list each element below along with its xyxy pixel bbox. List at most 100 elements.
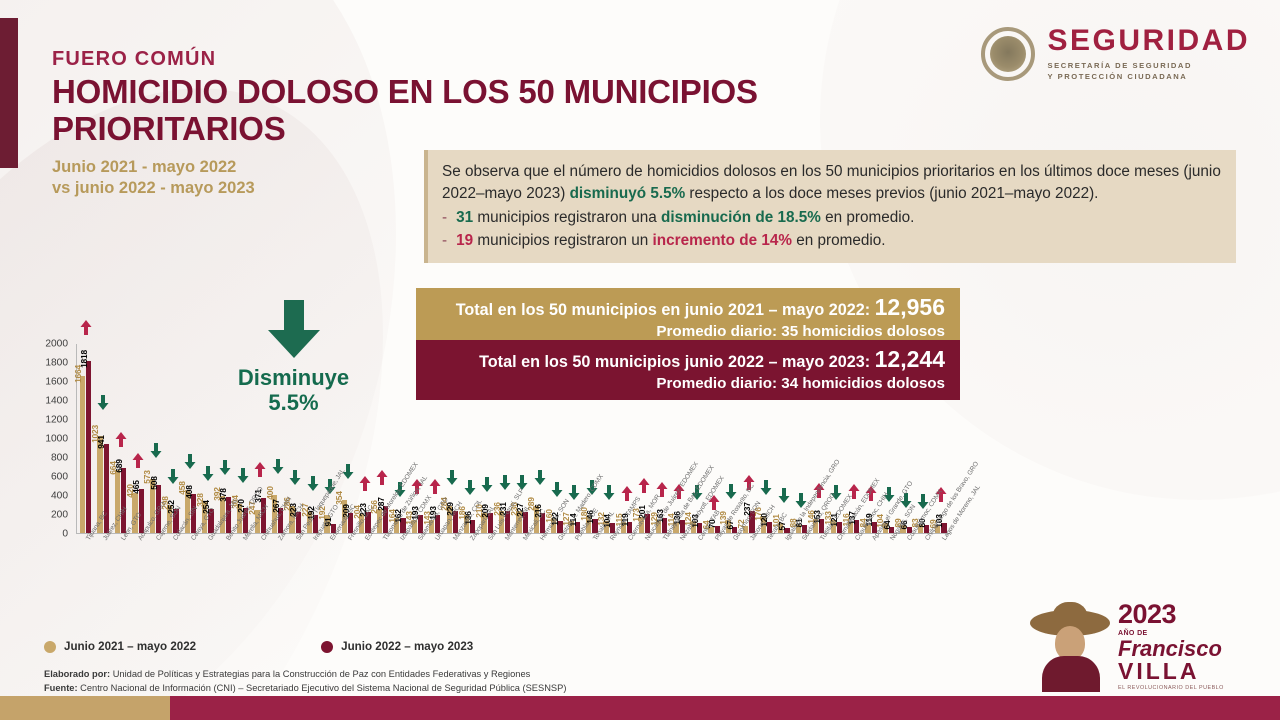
- chart-bar-group[interactable]: 143 193: [404, 344, 426, 533]
- chart-bar-group[interactable]: 89 66: [893, 344, 914, 533]
- bar-previous-period: 286: [282, 497, 295, 533]
- trend-down-arrow-icon: [324, 478, 336, 494]
- summary-panel: Se observa que el número de homicidios d…: [424, 150, 1236, 264]
- bar-previous-period: 89: [893, 518, 906, 533]
- bar-current-period: 81: [794, 519, 807, 533]
- total-current-label: Total en los 50 municipios junio 2022 – …: [479, 353, 875, 371]
- trend-down-arrow-icon: [167, 468, 179, 484]
- trend-down-arrow-icon: [184, 453, 196, 469]
- bullet-2-content: 19 municipios registraron un incremento …: [456, 230, 885, 253]
- chart-bar-group[interactable]: 1023 941: [90, 344, 111, 533]
- chart-bar-group[interactable]: 146 153: [806, 344, 827, 533]
- y-axis-tick: 1600: [45, 376, 68, 388]
- bar-previous-period: 84: [858, 519, 871, 533]
- chart-bar-group[interactable]: 210 209: [474, 344, 495, 533]
- chart-bar-group[interactable]: 304 270: [230, 344, 251, 533]
- footer-fuente-label: Fuente:: [44, 683, 78, 694]
- chart-bar-group[interactable]: 114 136: [666, 344, 687, 533]
- chart-bar-group[interactable]: 132 104: [596, 344, 618, 533]
- chart-bar-group[interactable]: 458 408: [177, 344, 199, 533]
- chart-bar-group[interactable]: 173 201: [631, 344, 653, 533]
- trend-down-arrow-icon: [499, 474, 511, 490]
- bar-current-period: 163: [655, 509, 668, 533]
- bar-value-label: 400: [264, 486, 275, 500]
- total-box-current-period: Total en los 50 municipios junio 2022 – …: [416, 340, 960, 400]
- chart-bar-group[interactable]: 84 119: [858, 344, 879, 533]
- trend-up-arrow-icon: [935, 487, 947, 503]
- bar-previous-period: 173: [631, 508, 644, 533]
- bar-current-period: 193: [410, 506, 424, 533]
- chart-bar-group[interactable]: 392 378: [212, 344, 234, 533]
- bar-current-period: 267: [271, 499, 284, 533]
- bullet-dash-1: -: [442, 209, 448, 227]
- bar-current-period: 66: [899, 520, 912, 533]
- chart-bar-group[interactable]: 160 122: [544, 344, 565, 533]
- bar-previous-period: 227: [300, 503, 313, 533]
- summary-bullet-list: - 31 municipios registraron una disminuc…: [442, 207, 1222, 253]
- chart-bar-group[interactable]: 236 231: [492, 344, 513, 533]
- chart-bar-group[interactable]: 116 137: [841, 344, 862, 533]
- chart-bar-group[interactable]: 83 80: [910, 344, 932, 533]
- chart-x-axis-labels: Tijuana, BC Juárez, CHIH León, GTO Acapulco…: [76, 459, 982, 630]
- chart-bar-group[interactable]: 664 689: [108, 344, 129, 533]
- bar-current-period: 64: [882, 520, 895, 533]
- chart-bar-group[interactable]: 115 119: [614, 344, 635, 533]
- total-current-average: Promedio diario: 34 homicidios dolosos: [656, 375, 945, 393]
- chart-bar-group[interactable]: 230 227: [509, 344, 530, 533]
- trend-up-arrow-icon: [743, 474, 755, 490]
- chart-bar-group[interactable]: 298 252: [160, 344, 181, 533]
- chart-bar-group[interactable]: 139 67: [718, 344, 740, 533]
- chart-bar-group[interactable]: 354 209: [334, 344, 356, 533]
- chart-bar-group[interactable]: 69 103: [928, 344, 949, 533]
- chart-bar-group[interactable]: 164 162: [387, 344, 408, 533]
- bar-previous-period: 114: [666, 514, 679, 533]
- bar-current-period: 192: [306, 506, 319, 533]
- chart-bar-group[interactable]: 143 193: [422, 344, 443, 533]
- chart-bar-group[interactable]: 328 254: [195, 344, 216, 533]
- bar-current-period: 80: [917, 519, 930, 533]
- trend-down-arrow-icon: [464, 479, 476, 495]
- chart-bar-group[interactable]: 104 64: [875, 344, 897, 533]
- chart-bar-group[interactable]: 420 465: [125, 344, 146, 533]
- homicide-bar-chart: 0 200 400 600 800 1000 1200 1400 1600 1800 2000 16…: [30, 319, 982, 630]
- chart-bar-group[interactable]: 573 508: [142, 344, 164, 533]
- bar-previous-period: 573: [142, 470, 156, 533]
- chart-bar-group[interactable]: 101 57: [771, 344, 792, 533]
- chart-bar-group[interactable]: 180 146: [579, 344, 600, 533]
- chart-bar-group[interactable]: 72 237: [736, 344, 757, 533]
- chart-bar-group[interactable]: 192 91: [317, 344, 338, 533]
- bar-previous-period: 83: [910, 519, 923, 533]
- chart-plot-area: 1664 1818 1023 941 664 689 420 465 573 508 298 252 4…: [73, 319, 950, 534]
- chart-bar-group[interactable]: 129 163: [649, 344, 670, 533]
- bar-current-period: 70: [707, 520, 720, 533]
- bar-previous-period: 289: [526, 497, 539, 533]
- chart-bar-group[interactable]: 286 223: [282, 344, 303, 533]
- chart-bar-group[interactable]: 289 216: [526, 344, 548, 533]
- chart-bar-group[interactable]: 88 81: [788, 344, 810, 533]
- bar-previous-period: 180: [579, 507, 592, 533]
- chart-bar-group[interactable]: 186 136: [457, 344, 478, 533]
- chart-bar-group[interactable]: 227 192: [300, 344, 321, 533]
- chart-bar-group[interactable]: 247 371: [247, 344, 269, 533]
- slide-header: FUERO COMÚN HOMICIDIO DOLOSO EN LOS 50 M…: [52, 48, 942, 199]
- chart-bar-group[interactable]: 127 114: [561, 344, 583, 533]
- trend-up-arrow-icon: [359, 476, 371, 492]
- bar-current-period: 941: [96, 435, 109, 533]
- chart-bar-group[interactable]: 400 267: [265, 344, 286, 533]
- trend-down-arrow-icon: [516, 475, 528, 491]
- chart-bar-group[interactable]: 204 223: [352, 344, 373, 533]
- chart-bar-group[interactable]: 64 70: [701, 344, 722, 533]
- bar-previous-period: 124: [683, 513, 697, 533]
- footer-elaborado: Elaborado por: Unidad de Políticas y Est…: [44, 667, 566, 681]
- bar-current-period: 223: [288, 503, 301, 533]
- chart-bar-group[interactable]: 284 229: [439, 344, 461, 533]
- chart-bar-group[interactable]: 256 287: [369, 344, 391, 533]
- total-current-line: Total en los 50 municipios junio 2022 – …: [431, 345, 945, 374]
- bar-previous-period: 127: [561, 512, 574, 533]
- trend-up-arrow-icon: [865, 485, 877, 501]
- chart-bar-group[interactable]: 124 103: [683, 344, 705, 533]
- chart-bar-group[interactable]: 133 121: [823, 344, 844, 533]
- summary-paragraph: Se observa que el número de homicidios d…: [442, 161, 1222, 204]
- chart-bar-group[interactable]: 1664 1818: [73, 319, 94, 533]
- chart-bar-group[interactable]: 176 120: [753, 344, 775, 533]
